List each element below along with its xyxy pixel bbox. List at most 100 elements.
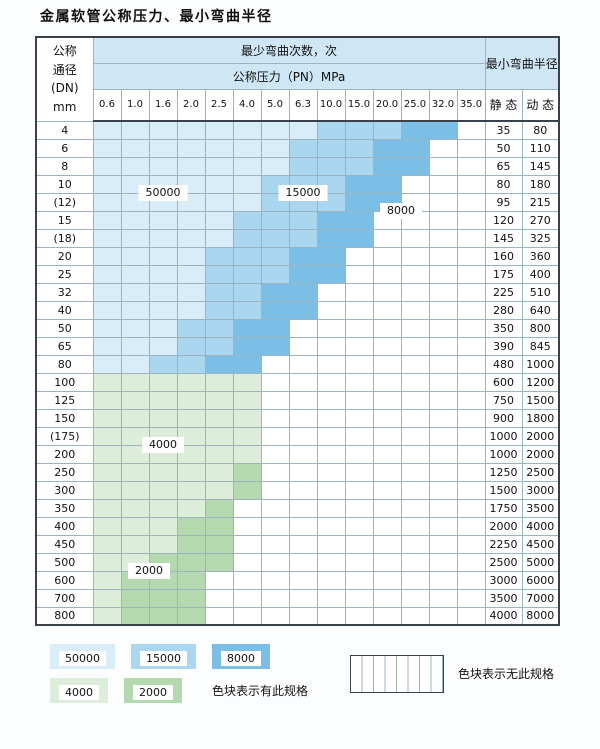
spec-cell-none <box>400 228 430 248</box>
dynamic-cell: 270 <box>521 210 560 230</box>
dn-header: 公称 通径 (DN) mm <box>35 36 94 122</box>
spec-cell-50000 <box>204 156 234 176</box>
dynamic-cell: 5000 <box>521 552 560 572</box>
spec-cell-none <box>288 534 318 554</box>
spec-cell-2000 <box>120 588 150 608</box>
spec-cell-2000 <box>232 480 262 500</box>
spec-cell-none <box>316 318 346 338</box>
spec-cell-8000 <box>400 138 430 158</box>
spec-cell-none <box>344 462 374 482</box>
spec-cell-none <box>400 426 430 446</box>
spec-cell-50000 <box>148 282 178 302</box>
static-cell: 480 <box>484 354 523 374</box>
spec-cell-4000 <box>92 606 122 626</box>
table-row: 400 2000 4000 <box>35 516 560 536</box>
dn-cell: 50 <box>35 318 94 338</box>
spec-cell-none <box>372 426 402 446</box>
spec-cell-15000 <box>260 264 290 284</box>
static-cell: 50 <box>484 138 523 158</box>
spec-cell-50000 <box>148 264 178 284</box>
dynamic-cell: 145 <box>521 156 560 176</box>
pressure-col-header: 2.5 <box>204 88 234 122</box>
pressure-col-header: 0.6 <box>92 88 122 122</box>
spec-cell-15000 <box>288 138 318 158</box>
spec-cell-none <box>428 228 458 248</box>
dynamic-cell: 2000 <box>521 426 560 446</box>
spec-cell-none <box>372 282 402 302</box>
spec-cell-none <box>372 588 402 608</box>
spec-cell-none <box>456 426 486 446</box>
spec-cell-none <box>372 228 402 248</box>
spec-cell-none <box>260 498 290 518</box>
dn-cell: 200 <box>35 444 94 464</box>
spec-cell-15000 <box>176 318 206 338</box>
spec-cell-none <box>372 534 402 554</box>
legend-item-50000: 50000 <box>50 644 115 669</box>
spec-cell-2000 <box>176 606 206 626</box>
spec-cell-8000 <box>344 210 374 230</box>
static-cell: 35 <box>484 120 523 140</box>
spec-cell-8000 <box>400 156 430 176</box>
spec-cell-none <box>260 534 290 554</box>
spec-cell-50000 <box>92 318 122 338</box>
spec-cell-50000 <box>148 138 178 158</box>
spec-cell-none <box>232 552 262 572</box>
pressure-label-header: 公称压力（PN）MPa <box>92 62 486 90</box>
spec-cell-15000 <box>260 210 290 230</box>
spec-cell-none <box>428 480 458 500</box>
static-cell: 1500 <box>484 480 523 500</box>
dynamic-cell: 400 <box>521 264 560 284</box>
spec-cell-none <box>260 408 290 428</box>
dn-cell: 6 <box>35 138 94 158</box>
spec-cell-none <box>456 300 486 320</box>
spec-cell-4000 <box>120 498 150 518</box>
spec-cell-none <box>428 426 458 446</box>
dynamic-cell: 2500 <box>521 462 560 482</box>
spec-cell-none <box>456 192 486 212</box>
spec-cell-4000 <box>120 390 150 410</box>
spec-cell-none <box>456 264 486 284</box>
spec-cell-none <box>344 318 374 338</box>
spec-cell-50000 <box>120 318 150 338</box>
spec-cell-50000 <box>92 156 122 176</box>
dynamic-cell: 1200 <box>521 372 560 392</box>
spec-cell-none <box>232 570 262 590</box>
legend-row-1: 50000 15000 8000 <box>50 644 308 669</box>
spec-cell-50000 <box>92 246 122 266</box>
static-cell: 350 <box>484 318 523 338</box>
spec-cell-8000 <box>260 318 290 338</box>
spec-cell-4000 <box>232 390 262 410</box>
spec-cell-15000 <box>176 336 206 356</box>
dn-cell: 65 <box>35 336 94 356</box>
spec-cell-none <box>400 174 430 194</box>
dynamic-cell: 4500 <box>521 534 560 554</box>
spec-cell-none <box>288 336 318 356</box>
spec-cell-none <box>232 516 262 536</box>
spec-cell-none <box>428 300 458 320</box>
spec-cell-none <box>372 354 402 374</box>
spec-cell-none <box>372 246 402 266</box>
spec-cell-50000 <box>204 120 234 140</box>
spec-cell-2000 <box>148 588 178 608</box>
spec-cell-4000 <box>232 408 262 428</box>
spec-cell-none <box>428 282 458 302</box>
spec-cell-15000 <box>204 300 234 320</box>
spec-cell-4000 <box>204 462 234 482</box>
spec-cell-none <box>456 120 486 140</box>
spec-cell-4000 <box>176 408 206 428</box>
static-cell: 65 <box>484 156 523 176</box>
spec-cell-50000 <box>92 354 122 374</box>
static-cell: 145 <box>484 228 523 248</box>
spec-cell-8000 <box>400 120 430 140</box>
spec-cell-4000 <box>148 408 178 428</box>
spec-cell-none <box>400 606 430 626</box>
spec-cell-4000 <box>92 372 122 392</box>
spec-cell-8000 <box>260 282 290 302</box>
static-cell: 120 <box>484 210 523 230</box>
pressure-col-header: 20.0 <box>372 88 402 122</box>
spec-cell-15000 <box>344 156 374 176</box>
dynamic-cell: 325 <box>521 228 560 248</box>
spec-cell-none <box>456 246 486 266</box>
spec-cell-4000 <box>92 498 122 518</box>
table-row: 6 50 110 <box>35 138 560 158</box>
